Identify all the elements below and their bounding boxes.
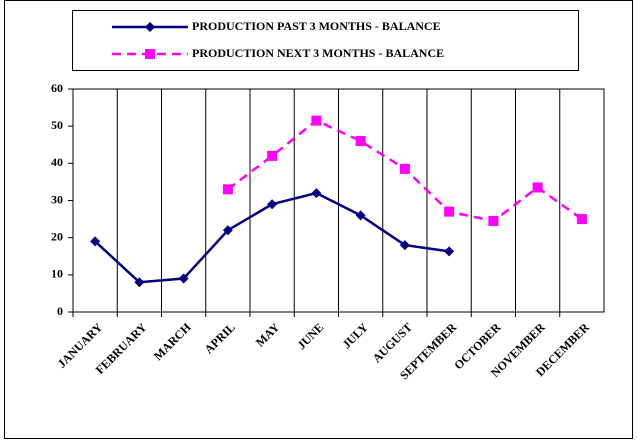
point (399, 240, 410, 251)
point (90, 236, 101, 247)
y-tick-label: 40 (51, 155, 63, 169)
point (222, 225, 233, 236)
point (488, 215, 499, 226)
point (311, 115, 322, 126)
legend-label: PRODUCTION PAST 3 MONTHS - BALANCE (192, 19, 441, 33)
y-tick-label: 60 (51, 81, 63, 95)
point (576, 214, 587, 225)
point (444, 206, 455, 217)
point (178, 273, 189, 284)
point (267, 150, 278, 161)
legend-label: PRODUCTION NEXT 3 MONTHS - BALANCE (192, 46, 444, 60)
y-tick-label: 10 (51, 267, 63, 281)
point (444, 246, 455, 257)
point (399, 163, 410, 174)
point (134, 277, 145, 288)
y-tick-label: 50 (51, 118, 63, 132)
legend-marker (145, 22, 155, 32)
legend-box (72, 10, 579, 71)
y-tick-label: 0 (57, 304, 63, 318)
legend-marker (145, 49, 155, 59)
point (355, 210, 366, 221)
y-tick-label: 30 (51, 192, 63, 206)
point (355, 136, 366, 147)
point (532, 182, 543, 193)
point (222, 184, 233, 195)
point (311, 188, 322, 199)
y-tick-label: 20 (51, 229, 63, 243)
point (267, 199, 278, 210)
